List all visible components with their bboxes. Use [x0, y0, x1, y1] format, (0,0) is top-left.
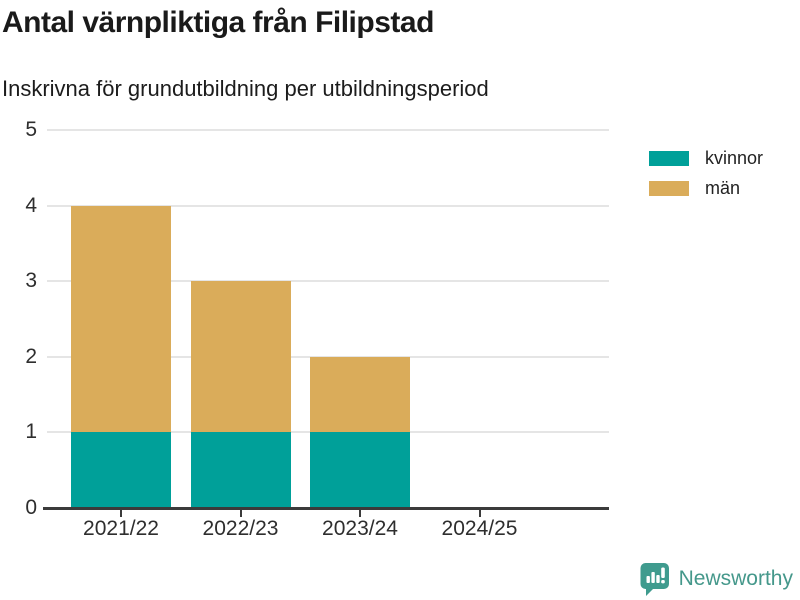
brand-name: Newsworthy	[678, 567, 793, 590]
x-tick-2021-22	[120, 510, 122, 517]
y-tick-label-1: 1	[25, 420, 37, 444]
bar-2021-22-kvinnor	[71, 432, 171, 508]
plot-area	[47, 129, 609, 508]
y-tick-label-2: 2	[25, 344, 37, 368]
newsworthy-logo-link[interactable]: Newsworthy	[640, 562, 793, 596]
legend-swatch-män	[649, 180, 689, 196]
bar-2023-24-män	[310, 356, 410, 433]
x-tick-2022-23	[239, 510, 242, 517]
bar-2023-24-kvinnor	[310, 432, 410, 508]
legend-item-män: män	[649, 177, 763, 199]
legend-item-kvinnor: kvinnor	[649, 147, 763, 169]
legend-label-kvinnor: kvinnor	[705, 147, 764, 168]
x-tick-label-2022-23: 2022/23	[202, 517, 279, 540]
y-tick-label-5: 5	[25, 118, 37, 141]
y-tick-label-4: 4	[25, 193, 37, 217]
bar-2022-23-kvinnor	[190, 432, 291, 508]
y-axis-labels: 0 1 2 3 4 5	[0, 118, 37, 519]
gridline-y5	[47, 129, 609, 131]
gridline-y3	[47, 280, 609, 283]
x-tick-label-2021-22: 2021/22	[83, 517, 159, 540]
y-tick-label-3: 3	[25, 269, 37, 293]
x-tick-label-2024-25: 2024/25	[441, 517, 518, 540]
chart-legend: kvinnor män	[649, 147, 763, 207]
x-axis-line	[43, 507, 609, 510]
legend-label-män: män	[705, 177, 741, 198]
x-tick-2024-25	[478, 510, 481, 517]
bar-2022-23-män	[190, 281, 291, 433]
gridline-y4	[47, 204, 609, 207]
bar-chart-speech-bubble-icon	[640, 563, 669, 596]
bar-2021-22-män	[71, 205, 171, 433]
x-tick-2023-24	[359, 510, 361, 517]
x-tick-label-2023-24: 2023/24	[322, 517, 398, 540]
chart-subtitle: Inskrivna för grundutbildning per utbild…	[2, 76, 489, 101]
y-tick-label-0: 0	[25, 496, 37, 519]
chart-title: Antal värnpliktiga från Filipstad	[2, 6, 434, 39]
legend-swatch-kvinnor	[649, 150, 689, 166]
